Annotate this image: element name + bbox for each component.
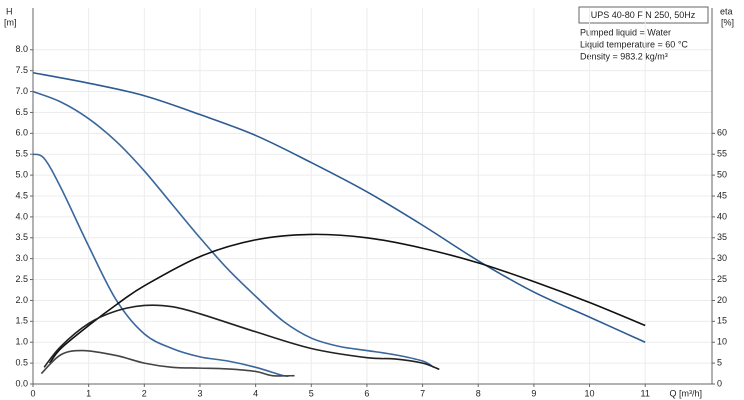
- y-tick-label: 2.0: [15, 295, 28, 305]
- y2-tick-label: 55: [717, 149, 727, 159]
- x-tick-label: 3: [197, 388, 202, 398]
- y-tick-label: 3.5: [15, 232, 28, 242]
- y2-tick-label: 30: [717, 253, 727, 263]
- y-tick-label: 4.0: [15, 211, 28, 221]
- chart-title: UPS 40-80 F N 250, 50Hz: [591, 10, 696, 20]
- curve: [40, 349, 295, 377]
- y2-tick-label: 40: [717, 211, 727, 221]
- y2-tick-label: 35: [717, 232, 727, 242]
- y-tick-label: 0.0: [15, 378, 28, 388]
- x-tick-label: 7: [420, 388, 425, 398]
- y2-tick-label: 20: [717, 295, 727, 305]
- x-tick-label: 0: [30, 388, 35, 398]
- y-tick-label: 6.5: [15, 107, 28, 117]
- y-tick-label: 1.0: [15, 337, 28, 347]
- x-axis-label: Q [m³/h]: [669, 388, 702, 398]
- y-tick-label: 2.5: [15, 274, 28, 284]
- y-tick-label: 6.0: [15, 128, 28, 138]
- curve: [32, 90, 435, 368]
- title-box: [578, 6, 709, 24]
- annotation: Pumped liquid = Water: [580, 27, 671, 37]
- curve: [32, 153, 290, 378]
- y2-tick-label: 0: [717, 378, 722, 388]
- y2-tick-label: 25: [717, 274, 727, 284]
- annotation: Liquid temperature = 60 °C: [580, 39, 688, 49]
- curve: [32, 71, 646, 343]
- y-tick-label: 5.0: [15, 169, 28, 179]
- y-tick-label: 3.0: [15, 253, 28, 263]
- y-tick-label: 0.5: [15, 357, 28, 367]
- y-tick-label: 7.5: [15, 65, 28, 75]
- y-tick-label: 7.0: [15, 86, 28, 96]
- x-tick-label: 11: [641, 388, 650, 398]
- x-tick-label: 8: [476, 388, 481, 398]
- y2-tick-label: 5: [717, 357, 722, 367]
- x-tick-label: 9: [531, 388, 536, 398]
- y2-tick-label: 10: [717, 337, 727, 347]
- x-tick-label: 1: [86, 388, 91, 398]
- y2-tick-label: 45: [717, 190, 727, 200]
- y2-axis-unit: [%]: [721, 17, 734, 27]
- x-tick-label: 10: [585, 388, 595, 398]
- y2-tick-label: 60: [717, 128, 727, 138]
- x-tick-label: 4: [253, 388, 258, 398]
- x-tick-label: 5: [309, 388, 314, 398]
- y-axis-unit: [m]: [4, 17, 17, 27]
- y-tick-label: 5.5: [15, 149, 28, 159]
- y2-tick-label: 50: [717, 169, 727, 179]
- curve: [49, 233, 646, 364]
- y2-axis-label: eta: [720, 6, 733, 16]
- y-axis-label: H: [6, 6, 13, 16]
- curve: [43, 304, 440, 371]
- y-tick-label: 1.5: [15, 316, 28, 326]
- y-tick-label: 4.5: [15, 190, 28, 200]
- x-tick-label: 2: [142, 388, 147, 398]
- y-tick-label: 8.0: [15, 44, 28, 54]
- y2-tick-label: 15: [717, 316, 727, 326]
- annotation: Density = 983.2 kg/m³: [580, 51, 668, 61]
- x-tick-label: 6: [364, 388, 369, 398]
